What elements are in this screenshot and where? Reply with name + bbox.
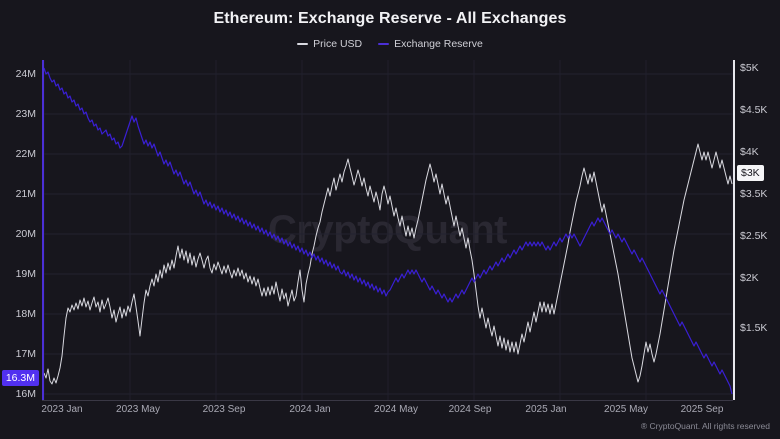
x-axis-tick-2024-may: 2024 May bbox=[374, 404, 418, 415]
left-axis-tick-16m: 16M bbox=[15, 388, 36, 400]
legend-item-price-usd[interactable]: Price USD bbox=[297, 38, 362, 50]
right-axis-tick-2k: $2K bbox=[740, 272, 759, 284]
right-axis-tick-4-5k: $4.5K bbox=[740, 104, 768, 116]
series-line-exchange-reserve bbox=[43, 67, 733, 395]
vertical-gridlines bbox=[43, 60, 733, 400]
left-axis-tick-19m: 19M bbox=[15, 268, 36, 280]
left-axis-tick-17m: 17M bbox=[15, 348, 36, 360]
x-axis-tick-2023-jan: 2023 Jan bbox=[41, 404, 83, 415]
right-axis-current-value-badge: $3K bbox=[737, 165, 764, 181]
left-axis-tick-18m: 18M bbox=[15, 308, 36, 320]
left-axis-spine bbox=[42, 60, 44, 400]
copyright-notice: ® CryptoQuant. All rights reserved bbox=[640, 421, 770, 431]
x-axis-tick-2023-sep: 2023 Sep bbox=[202, 404, 246, 415]
right-axis-tick-3-5k: $3.5K bbox=[740, 188, 768, 200]
series-line-price-usd bbox=[43, 143, 733, 385]
right-axis-tick-1-5k: $1.5K bbox=[740, 322, 768, 334]
x-axis-tick-2023-may: 2023 May bbox=[116, 404, 160, 415]
left-axis-tick-22m: 22M bbox=[15, 148, 36, 160]
legend-swatch-price-usd bbox=[297, 43, 309, 45]
plot-area[interactable]: CryptoQuant bbox=[42, 60, 733, 400]
bottom-axis-spine bbox=[42, 399, 733, 401]
legend-swatch-exchange-reserve bbox=[378, 43, 390, 45]
x-axis-tick-2024-sep: 2024 Sep bbox=[448, 404, 492, 415]
legend-item-exchange-reserve[interactable]: Exchange Reserve bbox=[378, 38, 483, 50]
x-axis-tick-2024-jan: 2024 Jan bbox=[289, 404, 331, 415]
left-axis-tick-21m: 21M bbox=[15, 188, 36, 200]
left-axis-tick-23m: 23M bbox=[15, 108, 36, 120]
chart-canvas bbox=[42, 60, 733, 400]
right-axis-tick-5k: $5K bbox=[740, 62, 759, 74]
left-axis-tick-20m: 20M bbox=[15, 228, 36, 240]
x-axis-tick-2025-may: 2025 May bbox=[604, 404, 648, 415]
left-axis-tick-24m: 24M bbox=[15, 68, 36, 80]
legend-label-price-usd: Price USD bbox=[313, 38, 363, 50]
right-axis-tick-4k: $4K bbox=[740, 146, 759, 158]
chart-legend: Price USD Exchange Reserve bbox=[0, 38, 780, 50]
page-title: Ethereum: Exchange Reserve - All Exchang… bbox=[213, 10, 567, 27]
right-axis-tick-2-5k: $2.5K bbox=[740, 230, 768, 242]
x-axis-tick-2025-jan: 2025 Jan bbox=[525, 404, 567, 415]
right-axis-spine bbox=[733, 60, 735, 400]
left-axis-current-value-badge: 16.3M bbox=[1, 370, 39, 386]
legend-label-exchange-reserve: Exchange Reserve bbox=[394, 38, 483, 50]
x-axis-tick-2025-sep: 2025 Sep bbox=[680, 404, 724, 415]
